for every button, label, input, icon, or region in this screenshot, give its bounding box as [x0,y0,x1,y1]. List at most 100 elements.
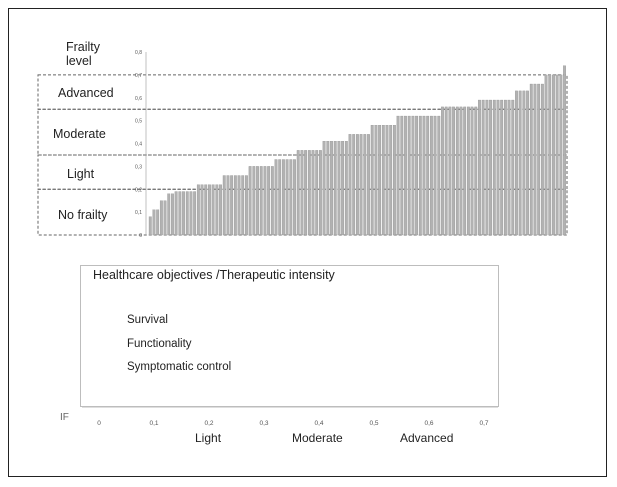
bar [537,83,541,236]
bar [263,166,267,236]
bar [274,159,278,236]
bar [215,184,219,236]
y-tick-label: 0,7 [135,73,142,79]
y-tick-label: 0,2 [135,187,142,193]
y-tick-label: 0 [139,233,142,239]
y-tick-label: 0,3 [135,164,142,170]
bar [307,150,311,236]
frailty-title-line-1: Frailty [66,40,101,54]
bar [237,175,241,236]
if-tick-label: 0,3 [259,420,268,427]
healthcare-objectives-title: Healthcare objectives /Therapeutic inten… [93,268,335,282]
bar [178,191,182,236]
bar [159,200,163,236]
bar [337,141,341,236]
bar [563,65,566,236]
bar [352,134,356,236]
bar [555,74,559,236]
bar [415,115,419,236]
bar [466,106,470,236]
bar [548,74,552,236]
bar [348,134,352,236]
bar [222,175,226,236]
bar [411,115,415,236]
if-tick-label: 0,6 [424,420,433,427]
bar [544,74,548,236]
bar [459,106,463,236]
level-label-moderate: Moderate [53,127,106,141]
bar [496,99,500,236]
y-tick-label: 0,6 [135,96,142,102]
if-tick-label: 0 [97,420,101,427]
bar [193,191,197,236]
bar [463,106,467,236]
if-tick-label: 0,5 [369,420,378,427]
bar [385,125,389,236]
bar [367,134,370,236]
bar [422,115,426,236]
bar [330,141,333,236]
frailty-title-line-2: level [66,54,92,68]
bottom-label-moderate: Moderate [292,431,343,445]
bar [200,184,204,236]
bar [540,83,544,236]
bar [219,184,222,236]
bar [503,99,507,236]
objective-label-survival: Survival [127,314,168,326]
bar [211,184,215,236]
band-advanced [37,74,568,110]
bar [156,209,160,236]
bar [252,166,256,236]
bar [167,193,171,236]
level-label-advanced: Advanced [58,86,114,100]
band-no-frailty [37,188,568,236]
bar [148,216,152,236]
bar [333,141,337,236]
bar [344,141,348,236]
objective-label-functionality: Functionality [127,338,192,350]
y-tick-label: 0,8 [135,50,142,56]
frailty-title: Frailty level [66,40,100,68]
objective-label-symptomatic-control: Symptomatic control [127,361,232,373]
figure-frame [8,8,607,477]
bar [230,175,234,236]
bar [182,191,185,236]
bar [374,125,378,236]
bar [448,106,452,236]
bar [433,115,437,236]
bar [481,99,485,236]
bar [492,99,496,236]
bar [278,159,282,236]
bar [404,115,407,236]
bar [359,134,363,236]
bar [293,159,296,236]
bar [152,209,156,236]
bar [381,125,385,236]
bar [455,106,459,236]
bar [515,90,518,236]
bar [248,166,252,236]
bar [196,184,200,236]
bar [407,115,411,236]
bar [171,193,174,236]
bar [529,83,533,236]
bar [392,125,396,236]
bar [270,166,274,236]
y-tick-label: 0,5 [135,119,142,125]
bar [296,150,300,236]
bar [418,115,422,236]
bar [300,150,304,236]
bar [389,125,393,236]
bar [507,99,511,236]
bar [326,141,330,236]
bar [452,106,455,236]
bar [241,175,245,236]
bar [322,141,326,236]
bar [485,99,489,236]
bar [426,115,430,236]
band-moderate [37,108,568,156]
bar [444,106,448,236]
bar [185,191,189,236]
bar [478,99,481,236]
